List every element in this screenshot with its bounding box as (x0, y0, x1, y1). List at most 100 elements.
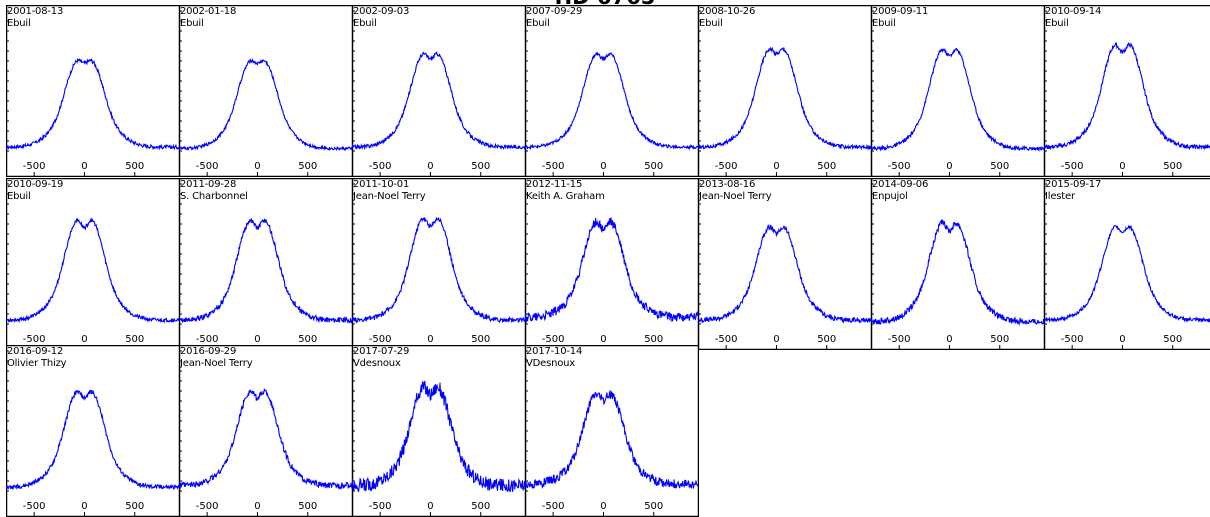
panel-date: 2002-09-03 (353, 6, 409, 17)
x-tick-label: 0 (81, 334, 87, 345)
x-tick-label: 0 (254, 501, 260, 512)
x-tick-label: -500 (1061, 334, 1084, 345)
x-tick-label: -500 (23, 501, 46, 512)
panel-observer: Ebuil (7, 18, 31, 29)
x-tick-label: 500 (644, 501, 663, 512)
plot-frame (353, 6, 526, 177)
x-tick-label: 0 (946, 161, 952, 172)
x-tick-label: 500 (817, 161, 836, 172)
plot-frame (699, 179, 872, 350)
x-tick-label: 0 (1119, 161, 1125, 172)
spectrum-plot: -500 0 500 (6, 178, 180, 350)
x-tick-label: 0 (946, 334, 952, 345)
plot-frame (180, 179, 353, 350)
panel-date: 2016-09-12 (7, 346, 63, 357)
panel-observer: S. Charbonnel (180, 191, 248, 202)
x-tick-label: 0 (600, 334, 606, 345)
plot-frame (526, 6, 699, 177)
spectrum-plot: -500 0 500 (352, 345, 526, 517)
x-tick-label: 0 (81, 501, 87, 512)
plot-frame (7, 346, 180, 517)
x-tick-label: 500 (471, 334, 490, 345)
plot-frame (1045, 179, 1210, 350)
x-tick-label: 500 (298, 501, 317, 512)
x-tick-label: 500 (644, 161, 663, 172)
x-tick-label: 0 (427, 501, 433, 512)
x-tick-label: 500 (471, 501, 490, 512)
panel-date: 2009-09-11 (872, 6, 928, 17)
x-tick-label: -500 (23, 334, 46, 345)
panel-date: 2012-11-15 (526, 179, 582, 190)
panel-date: 2013-08-16 (699, 179, 755, 190)
x-tick-label: -500 (369, 334, 392, 345)
panel-observer: Jean-Noel Terry (180, 358, 252, 369)
panel-observer: Ebuil (1045, 18, 1069, 29)
plot-frame (699, 6, 872, 177)
panel-date: 2010-09-19 (7, 179, 63, 190)
panel-date: 2011-10-01 (353, 179, 409, 190)
x-tick-label: 0 (773, 334, 779, 345)
x-tick-label: 500 (125, 334, 144, 345)
x-tick-label: 500 (298, 334, 317, 345)
x-tick-label: -500 (542, 161, 565, 172)
panel-date: 2015-09-17 (1045, 179, 1101, 190)
panel-observer: Ilester (1045, 191, 1075, 202)
panel-observer: Olivier Thizy (7, 358, 66, 369)
panel-date: 2017-07-29 (353, 346, 409, 357)
spectrum-plot: -500 0 500 (6, 345, 180, 517)
plot-frame (526, 179, 699, 350)
x-tick-label: 500 (990, 334, 1009, 345)
x-tick-label: -500 (888, 161, 911, 172)
plot-frame (353, 346, 526, 517)
x-tick-label: -500 (196, 161, 219, 172)
panel-date: 2010-09-14 (1045, 6, 1101, 17)
plot-frame (7, 179, 180, 350)
x-tick-label: 0 (1119, 334, 1125, 345)
x-tick-label: 500 (125, 161, 144, 172)
panel-observer: VDesnoux (526, 358, 575, 369)
panel-date: 2011-09-28 (180, 179, 236, 190)
plot-frame (7, 6, 180, 177)
panel-date: 2001-08-13 (7, 6, 63, 17)
plot-frame (180, 6, 353, 177)
x-tick-label: -500 (888, 334, 911, 345)
x-tick-label: 0 (427, 161, 433, 172)
panel-date: 2014-09-06 (872, 179, 928, 190)
x-tick-label: -500 (369, 161, 392, 172)
panel-observer: Ebuil (7, 191, 31, 202)
x-tick-label: -500 (542, 334, 565, 345)
panel-observer: Enpujol (872, 191, 908, 202)
x-tick-label: -500 (369, 501, 392, 512)
panel-date: 2002-01-18 (180, 6, 236, 17)
panel-observer: Keith A. Graham (526, 191, 605, 202)
panel-date: 2008-10-26 (699, 6, 755, 17)
plot-frame (872, 6, 1045, 177)
x-tick-label: 0 (600, 501, 606, 512)
x-tick-label: -500 (196, 501, 219, 512)
x-tick-label: -500 (715, 334, 738, 345)
x-tick-label: 500 (990, 161, 1009, 172)
panel-observer: Ebuil (526, 18, 550, 29)
panel-observer: Jean-Noel Terry (353, 191, 425, 202)
panel-date: 2007-09-29 (526, 6, 582, 17)
x-tick-label: 500 (125, 501, 144, 512)
